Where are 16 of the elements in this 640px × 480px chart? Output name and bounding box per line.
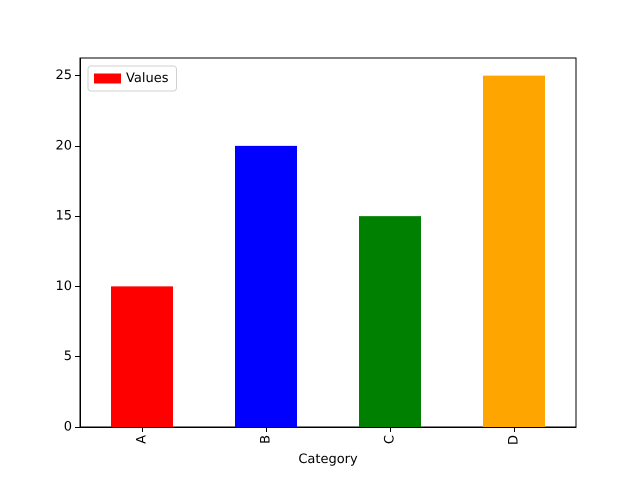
y-tick-label: 10 (55, 278, 72, 294)
y-tick-label: 0 (64, 420, 72, 434)
bar (483, 76, 545, 427)
y-tick-label: 5 (64, 349, 72, 364)
legend-label: Values (126, 71, 169, 86)
x-axis-title: Category (298, 452, 358, 467)
x-tick-label: D (506, 435, 522, 446)
x-tick-label: B (258, 435, 274, 444)
y-tick-label: 25 (55, 68, 72, 84)
x-tick-label: C (382, 435, 398, 444)
y-tick-label: 15 (55, 208, 72, 224)
x-tick-label: A (134, 434, 150, 444)
bar (235, 146, 297, 427)
bar (359, 216, 421, 427)
bar (111, 286, 173, 427)
y-tick-label: 20 (55, 138, 72, 154)
